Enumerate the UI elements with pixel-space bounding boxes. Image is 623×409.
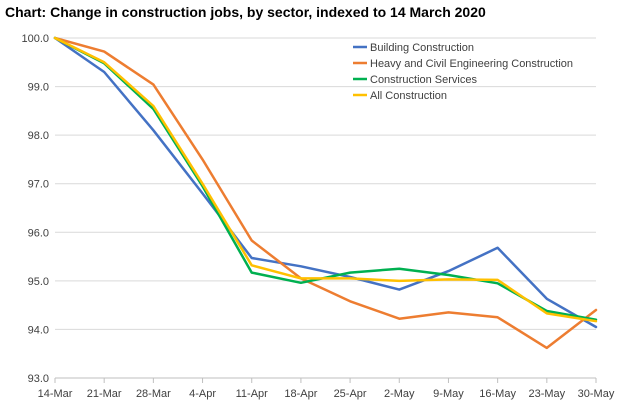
x-tick-label: 9-May: [433, 388, 464, 400]
legend-label-3: Construction Services: [370, 74, 477, 86]
series-line-1: [53, 36, 598, 329]
series-line-4: [53, 36, 598, 323]
x-tick-label: 28-Mar: [136, 388, 171, 400]
x-tick-label: 23-May: [528, 388, 565, 400]
series-line-2: [53, 36, 598, 350]
legend-label-2: Heavy and Civil Engineering Construction: [370, 58, 573, 70]
chart-title: Chart: Change in construction jobs, by s…: [5, 4, 486, 20]
x-tick-label: 16-May: [479, 388, 516, 400]
x-tick-label: 30-May: [578, 388, 615, 400]
x-tick-label: 21-Mar: [87, 388, 122, 400]
legend-label-1: Building Construction: [370, 42, 474, 54]
y-tick-label: 96.0: [28, 227, 49, 239]
x-tick-label: 11-Apr: [236, 388, 269, 400]
x-tick-label: 14-Mar: [38, 388, 73, 400]
y-tick-label: 95.0: [28, 276, 49, 288]
y-tick-label: 97.0: [28, 179, 49, 191]
y-tick-label: 94.0: [28, 324, 49, 336]
legend-label-4: All Construction: [370, 90, 447, 102]
x-tick-label: 18-Apr: [284, 388, 317, 400]
x-tick-label: 25-Apr: [334, 388, 367, 400]
y-tick-label: 100.0: [21, 33, 49, 45]
y-tick-label: 98.0: [28, 130, 49, 142]
y-tick-label: 93.0: [28, 373, 49, 385]
x-tick-label: 4-Apr: [189, 388, 216, 400]
y-tick-label: 99.0: [28, 82, 49, 94]
x-tick-label: 2-May: [384, 388, 415, 400]
